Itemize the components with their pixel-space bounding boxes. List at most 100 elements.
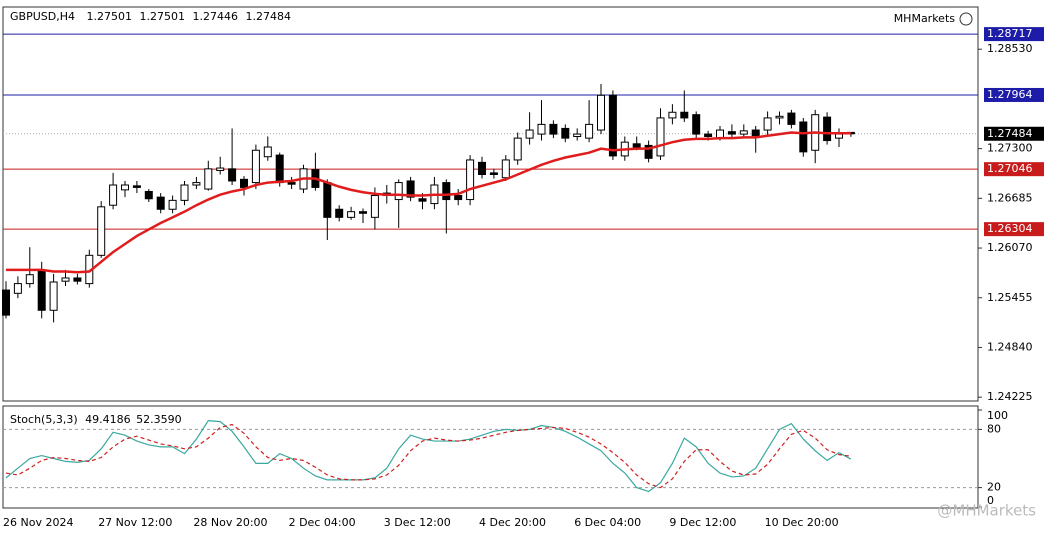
candle-body	[823, 116, 832, 142]
candle-body	[287, 182, 296, 185]
level-label: 1.28717	[987, 27, 1033, 40]
y-tick-label: 1.25455	[987, 291, 1033, 304]
candle-body	[204, 168, 213, 190]
y-tick-label: 80	[987, 422, 1001, 435]
candle-body	[406, 180, 415, 198]
candle-body	[49, 281, 58, 311]
candle-body	[394, 182, 403, 201]
stoch-panel	[2, 405, 979, 509]
level-box	[984, 222, 1044, 237]
logo-icon	[959, 12, 973, 26]
x-tick-label: 2 Dec 04:00	[289, 516, 356, 529]
candle-body	[418, 198, 427, 202]
candle-body	[347, 211, 356, 218]
last-price-label: 1.27484	[987, 127, 1033, 140]
y-tick-label: 0	[987, 494, 994, 507]
stoch-k: 49.4186	[85, 413, 131, 426]
candle-body	[513, 137, 522, 161]
y-tick-label: 20	[987, 481, 1001, 494]
candle-body	[323, 182, 332, 218]
candle-body	[644, 144, 653, 159]
candle-body	[13, 283, 22, 294]
candle-body	[537, 123, 546, 135]
x-tick-label: 3 Dec 12:00	[384, 516, 451, 529]
level-box	[984, 162, 1044, 177]
last-high: 1.27501	[139, 10, 185, 23]
stoch-title: Stoch(5,3,3)	[10, 413, 78, 426]
candle-body	[727, 131, 736, 135]
level-box	[984, 87, 1044, 102]
stoch-header: Stoch(5,3,3) 49.4186 52.3590	[10, 413, 182, 426]
candle-body	[275, 154, 284, 184]
candle-body	[263, 146, 272, 158]
y-tick-label: 100	[987, 409, 1008, 422]
candle-body	[180, 184, 189, 201]
main-panel	[2, 6, 979, 402]
candle-body	[501, 159, 510, 179]
x-tick-label: 9 Dec 12:00	[669, 516, 736, 529]
candle-body	[25, 274, 34, 285]
candle-body	[680, 111, 689, 119]
last-open: 1.27501	[86, 10, 132, 23]
candle-body	[73, 277, 82, 282]
x-tick-label: 6 Dec 04:00	[574, 516, 641, 529]
candle-body	[597, 94, 605, 131]
candle-body	[370, 195, 379, 218]
candle-body	[97, 206, 106, 256]
moving-average	[6, 131, 851, 274]
last-low: 1.27446	[192, 10, 238, 23]
candle-body	[704, 133, 713, 138]
candle-body	[751, 129, 760, 137]
candle-body	[478, 161, 486, 175]
candle-body	[37, 270, 46, 311]
candle-body	[192, 182, 201, 186]
candle-body	[585, 123, 594, 139]
x-tick-label: 27 Nov 12:00	[98, 516, 172, 529]
level-box	[984, 27, 1044, 42]
candle-body	[763, 117, 772, 131]
candle-body	[739, 130, 748, 135]
stoch-d: 52.3590	[136, 413, 182, 426]
candle-body	[656, 117, 665, 157]
x-tick-label: 4 Dec 20:00	[479, 516, 546, 529]
candle-body	[168, 199, 177, 210]
candle-body	[2, 289, 10, 316]
x-tick-label: 26 Nov 2024	[3, 516, 73, 529]
candle-body	[61, 277, 70, 282]
candle-body	[442, 182, 451, 201]
candle-body	[668, 111, 677, 119]
candle-body	[787, 112, 796, 125]
y-tick-label: 1.24840	[987, 340, 1033, 353]
watermark-handle: @MHMarkets	[937, 502, 1036, 520]
candle-body	[799, 121, 808, 153]
candle-body	[240, 178, 248, 188]
candle-body	[525, 129, 534, 139]
x-tick-label: 28 Nov 20:00	[193, 516, 267, 529]
level-label: 1.27964	[987, 88, 1033, 101]
candle-body	[132, 185, 141, 188]
level-label: 1.27046	[987, 162, 1033, 175]
candle-body	[359, 211, 367, 214]
candle-body	[251, 149, 260, 184]
candle-body	[466, 159, 475, 201]
logo: MHMarkets	[894, 12, 956, 25]
candle-body	[109, 184, 118, 206]
last-price-box	[984, 126, 1044, 141]
candle-body	[775, 115, 784, 119]
candle-body	[156, 196, 165, 210]
x-tick-label: 10 Dec 20:00	[765, 516, 839, 529]
candle-body	[561, 127, 570, 139]
candle-body	[144, 190, 153, 200]
last-close: 1.27484	[245, 10, 291, 23]
candle-body	[835, 133, 843, 139]
y-tick-label: 1.27300	[987, 142, 1033, 155]
y-tick-label: 1.28530	[987, 42, 1033, 55]
y-tick-label: 1.24225	[987, 390, 1033, 403]
candle-body	[121, 184, 129, 191]
candle-body	[632, 143, 641, 148]
y-tick-label: 1.26685	[987, 191, 1033, 204]
level-label: 1.26304	[987, 222, 1033, 235]
